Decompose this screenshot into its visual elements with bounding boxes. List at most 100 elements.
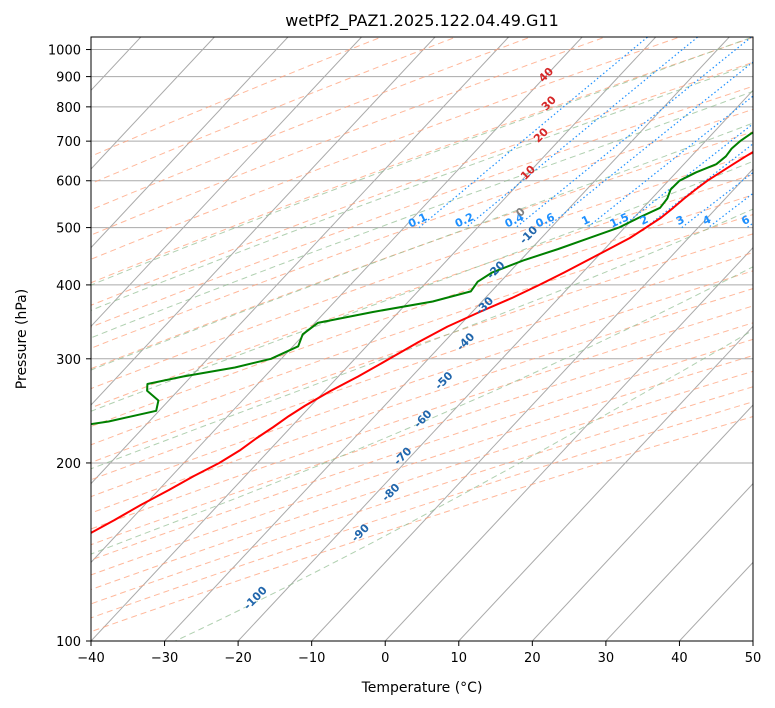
x-tick-label: 50	[745, 651, 762, 666]
dry-adiabat-line	[91, 173, 753, 409]
mixing-ratio-line	[546, 61, 753, 229]
dry-adiabat-line	[91, 338, 753, 561]
theta-label: 30	[539, 93, 559, 113]
x-tick-label: −30	[151, 651, 178, 666]
dry-adiabat-line	[91, 37, 383, 157]
dry-adiabat-line	[91, 401, 753, 619]
dry-adiabat-line	[91, 85, 753, 328]
dry-adiabat-line	[91, 288, 753, 514]
y-tick-label: 100	[56, 635, 81, 650]
sounding-profiles	[91, 131, 753, 535]
mixing-ratio-line	[465, 37, 699, 229]
x-tick-label: −10	[298, 651, 325, 666]
isotherm-line	[91, 37, 509, 485]
y-tick-label: 400	[56, 279, 81, 294]
isotherm-line	[91, 37, 289, 249]
moist-adiabat-line	[91, 160, 753, 412]
dry-adiabat-line	[91, 108, 753, 349]
isotherm-line	[458, 325, 753, 641]
y-axis-title: Pressure (hPa)	[14, 289, 30, 389]
dewpoint-profile-line	[91, 131, 753, 426]
x-tick-label: 30	[598, 651, 615, 666]
dry-adiabat-line	[91, 355, 753, 576]
dry-adiabat-line	[91, 370, 753, 591]
isotherm-line	[531, 404, 753, 641]
dry-adiabat-line	[91, 37, 682, 260]
theta-label: -50	[432, 369, 455, 392]
isotherm-line	[91, 37, 362, 328]
dry-adiabat-line	[91, 252, 753, 481]
theta-label: -40	[454, 330, 477, 353]
mixing-ratio-line	[746, 222, 753, 229]
mixing-ratio-label: 4	[701, 213, 714, 228]
y-tick-label: 700	[56, 135, 81, 150]
y-tick-label: 800	[56, 101, 81, 116]
dry-adiabat-line	[91, 386, 753, 605]
dry-adiabat-line	[91, 37, 607, 236]
dry-adiabat-line	[91, 194, 753, 428]
isotherm-line	[237, 89, 753, 641]
theta-label: -80	[379, 481, 402, 504]
isotherm-lines	[0, 37, 753, 641]
y-axis-ticks: 1000 900 800 700 600 500 400 300 200 100	[48, 44, 91, 650]
x-axis-title: Temperature (°C)	[361, 680, 483, 696]
pressure-gridlines	[91, 49, 753, 641]
x-tick-label: 20	[524, 651, 541, 666]
y-tick-label: 1000	[48, 44, 81, 59]
dry-adiabat-line	[91, 61, 753, 306]
moist-adiabat-line	[91, 266, 753, 555]
dry-adiabat-line	[91, 322, 753, 546]
isotherm-line	[91, 37, 657, 641]
plot-frame	[90, 36, 754, 642]
mixing-ratio-label: 3	[674, 213, 686, 228]
isotherm-line	[0, 37, 67, 641]
mixing-ratio-line	[707, 192, 753, 229]
x-axis-ticks: −40 −30 −20 −10 0 10 20 30 40 50	[77, 641, 761, 666]
y-tick-label: 300	[56, 353, 81, 368]
isotherm-line	[311, 168, 753, 641]
line-labels: 0.10.20.40.611.52346810131620253036-100-…	[241, 65, 752, 613]
mixing-ratio-line	[515, 37, 753, 229]
moist-adiabat-line	[91, 208, 753, 470]
mixing-ratio-line	[645, 143, 753, 229]
x-tick-label: 0	[381, 651, 389, 666]
dry-adiabat-line	[91, 305, 753, 530]
mixing-ratio-line	[418, 37, 649, 229]
y-tick-label: 500	[56, 222, 81, 237]
mixing-ratio-lines	[418, 37, 753, 229]
x-tick-label: −40	[77, 651, 104, 666]
y-tick-label: 600	[56, 175, 81, 190]
moist-adiabat-lines	[91, 37, 753, 641]
theta-label: -90	[349, 521, 372, 544]
isotherm-line	[91, 37, 215, 170]
dry-adiabat-line	[91, 131, 753, 370]
dry-adiabat-line	[91, 37, 458, 185]
theta-label: -100	[241, 584, 270, 613]
dry-adiabat-line	[91, 214, 753, 446]
isotherm-line	[91, 37, 436, 406]
y-tick-label: 900	[56, 71, 81, 86]
moist-adiabat-line	[91, 62, 753, 311]
dry-adiabat-line	[91, 233, 753, 464]
isotherm-line	[679, 561, 753, 641]
isotherm-line	[384, 246, 753, 641]
dry-adiabat-line	[91, 37, 533, 211]
temperature-profile-line	[91, 150, 753, 535]
dry-adiabat-line	[91, 270, 753, 498]
mixing-ratio-line	[681, 171, 753, 229]
x-tick-label: 10	[451, 651, 468, 666]
moist-adiabat-line	[91, 37, 753, 286]
y-tick-label: 200	[56, 457, 81, 472]
isotherm-line	[164, 37, 730, 641]
x-tick-label: −20	[224, 651, 251, 666]
x-tick-label: 40	[671, 651, 688, 666]
isotherm-line	[91, 37, 583, 564]
theta-label: -70	[391, 444, 414, 467]
theta-label: -60	[411, 407, 434, 430]
theta-label: 20	[531, 125, 551, 145]
mixing-ratio-label: 1	[579, 213, 591, 228]
dry-adiabat-line	[91, 152, 753, 390]
isotherm-line	[752, 640, 753, 641]
chart-title: wetPf2_PAZ1.2025.122.04.49.G11	[285, 11, 559, 31]
